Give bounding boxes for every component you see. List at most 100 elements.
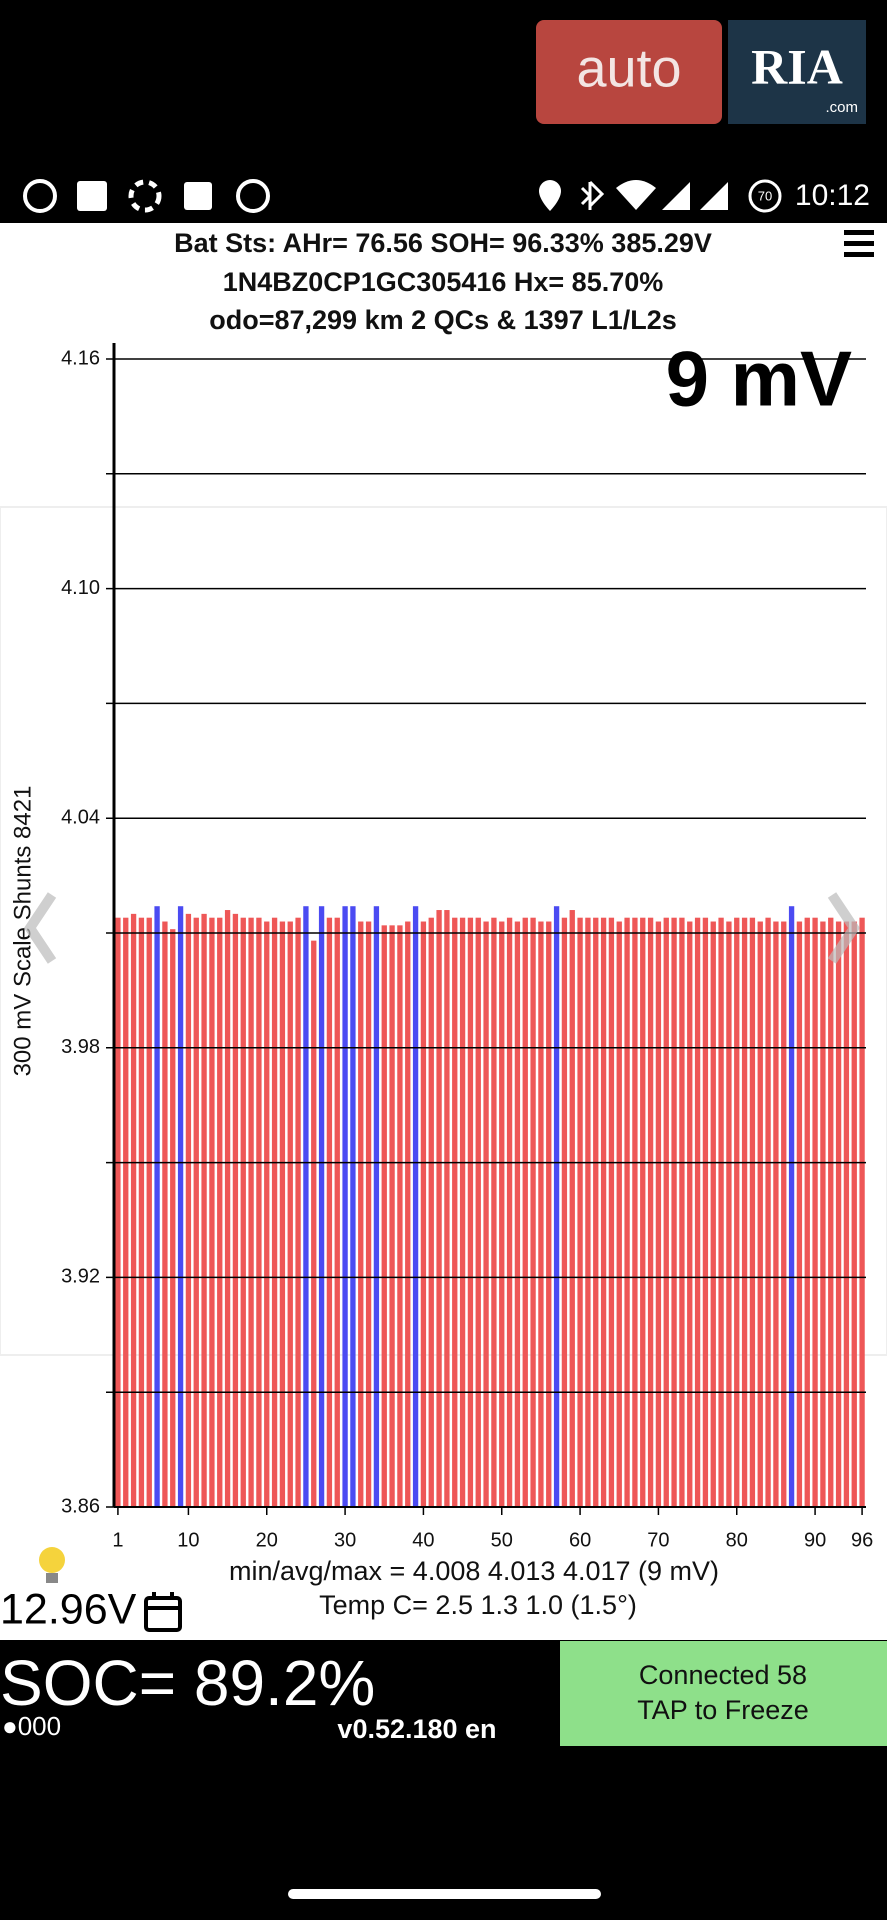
- bar: [616, 921, 622, 1507]
- bar: [381, 925, 387, 1507]
- header: Bat Sts: AHr= 76.56 SOH= 96.33% 385.29V …: [174, 228, 712, 335]
- bar: [679, 917, 685, 1507]
- bar: [835, 921, 842, 1507]
- bar: [303, 906, 309, 1507]
- bar: [781, 921, 787, 1507]
- bar: [130, 913, 137, 1507]
- bar: [506, 917, 513, 1507]
- bar: [373, 906, 380, 1507]
- temp-line: Temp C= 2.5 1.3 1.0 (1.5°): [319, 1590, 637, 1620]
- bar: [412, 906, 419, 1507]
- bar: [694, 917, 701, 1507]
- bar: [577, 917, 583, 1507]
- y-tick-label: 4.16: [61, 347, 100, 369]
- bar: [514, 921, 521, 1507]
- bar: [350, 906, 356, 1507]
- logo-ria-box: [728, 20, 866, 124]
- bar: [185, 913, 192, 1507]
- bar: [655, 921, 662, 1507]
- bar: [726, 921, 732, 1507]
- bar: [491, 917, 497, 1507]
- x-tick-label: 1: [112, 1529, 123, 1551]
- button-line[interactable]: TAP to Freeze: [637, 1695, 809, 1725]
- aux-voltage: 12.96V: [0, 1585, 137, 1633]
- bar: [632, 917, 638, 1507]
- logo-ria: RIA: [751, 38, 843, 94]
- bar: [593, 917, 599, 1507]
- bar: [569, 910, 575, 1507]
- bar: [671, 917, 677, 1507]
- header-line: 1N4BZ0CP1GC305416 Hx= 85.70%: [223, 267, 664, 297]
- bar: [624, 917, 630, 1507]
- prev-arrow[interactable]: [23, 892, 57, 964]
- bar: [444, 910, 450, 1507]
- y-tick-label: 4.04: [61, 806, 100, 828]
- bar: [522, 917, 528, 1507]
- bar: [452, 917, 458, 1507]
- bar: [499, 921, 505, 1507]
- bar: [436, 910, 442, 1507]
- status-icons: [23, 179, 782, 213]
- bulb-icon: [39, 1547, 65, 1583]
- soc: SOC= 89.2%: [0, 1647, 375, 1719]
- connection-dots: ●000: [2, 1711, 61, 1741]
- freeze-button[interactable]: Connected 58 TAP to Freeze: [560, 1641, 887, 1746]
- x-tick-label: 60: [569, 1529, 591, 1551]
- bar: [201, 913, 207, 1507]
- bar: [256, 917, 262, 1507]
- bar: [765, 917, 771, 1507]
- bar: [640, 917, 646, 1507]
- freeze-button-bg[interactable]: [560, 1641, 887, 1746]
- bar: [459, 917, 466, 1507]
- x-tick-label: 80: [726, 1529, 748, 1551]
- logo-com: .com: [825, 99, 858, 116]
- x-tick-label: 96: [851, 1529, 873, 1551]
- bar: [271, 917, 278, 1507]
- stats-line: min/avg/max = 4.008 4.013 4.017 (9 mV): [229, 1556, 719, 1586]
- bar: [561, 917, 568, 1507]
- bar: [788, 906, 795, 1507]
- y-tick-label: 3.98: [61, 1036, 100, 1058]
- bar: [389, 925, 395, 1507]
- bar: [530, 917, 536, 1507]
- bar: [146, 917, 152, 1507]
- home-indicator[interactable]: [288, 1889, 601, 1899]
- bar: [608, 917, 615, 1507]
- bar: [264, 921, 270, 1507]
- bar: [851, 921, 857, 1507]
- bar: [546, 921, 552, 1507]
- menu-button[interactable]: [844, 230, 874, 257]
- bar: [311, 940, 317, 1507]
- status-time: 10:12: [795, 179, 870, 212]
- bar: [796, 921, 803, 1507]
- bar: [749, 917, 756, 1507]
- bar: [804, 917, 810, 1507]
- chart-annotation: 9 mV: [666, 335, 852, 423]
- bar: [702, 917, 709, 1507]
- bar: [358, 921, 364, 1507]
- button-line[interactable]: Connected 58: [639, 1660, 807, 1690]
- calendar-icon[interactable]: [144, 1592, 182, 1632]
- bar: [217, 917, 223, 1507]
- bar: [115, 917, 121, 1507]
- version: v0.52.180 en: [337, 1714, 496, 1744]
- bar: [287, 921, 293, 1507]
- bar: [553, 906, 560, 1507]
- bar: [162, 921, 168, 1507]
- x-tick-label: 40: [412, 1529, 434, 1551]
- y-tick-label: 3.92: [61, 1266, 100, 1288]
- bar: [193, 917, 199, 1507]
- x-tick-label: 10: [177, 1529, 199, 1551]
- next-arrow[interactable]: [827, 892, 861, 964]
- x-tick-label: 90: [804, 1529, 826, 1551]
- y-tick-label: 4.10: [61, 577, 100, 599]
- bar: [420, 921, 427, 1507]
- bar: [812, 917, 818, 1507]
- chart: 4.16 4.10 4.04 3.98 3.92 3.86 1 10 20 30 40 50 60 70 8…: [61, 343, 873, 1551]
- bar: [342, 906, 348, 1507]
- bar: [600, 917, 607, 1507]
- bar: [138, 917, 145, 1507]
- bar: [741, 917, 748, 1507]
